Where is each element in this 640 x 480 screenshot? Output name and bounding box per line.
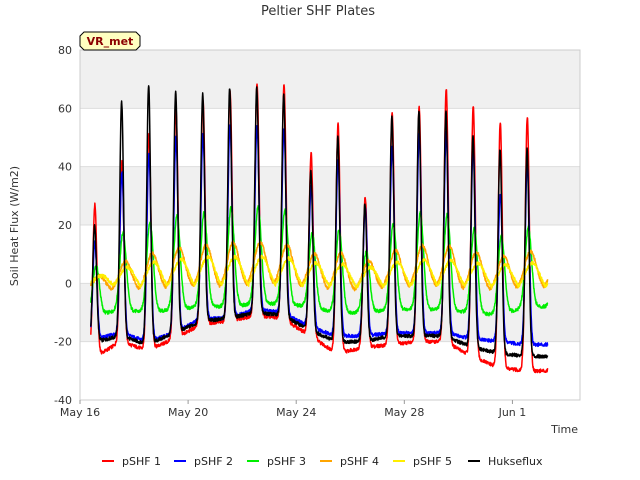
grid-band bbox=[80, 50, 580, 109]
vr-met-badge: VR_met bbox=[79, 31, 141, 51]
x-axis-label: Time bbox=[550, 423, 578, 436]
legend-label: pSHF 3 bbox=[267, 455, 306, 468]
x-tick-label: Jun 1 bbox=[498, 406, 527, 419]
y-tick-label: 80 bbox=[58, 44, 72, 57]
y-tick-label: 60 bbox=[58, 102, 72, 115]
y-axis-label: Soil Heat Flux (W/m2) bbox=[8, 166, 21, 286]
y-tick-label: -40 bbox=[54, 394, 72, 407]
legend: pSHF 1 pSHF 2 pSHF 3 pSHF 4 pSHF 5 Hukseflux bbox=[102, 455, 543, 468]
x-tick-label: May 28 bbox=[384, 406, 424, 419]
series-lines bbox=[90, 83, 549, 374]
plot-border bbox=[79, 49, 581, 401]
y-tick-label: 20 bbox=[58, 219, 72, 232]
chart-title: Peltier SHF Plates bbox=[261, 4, 375, 19]
badge-label: VR_met bbox=[87, 35, 134, 48]
legend-label: pSHF 4 bbox=[340, 455, 379, 468]
x-tick-label: May 24 bbox=[276, 406, 316, 419]
x-axis-ticks: May 16 May 20 May 24 May 28 Jun 1 bbox=[60, 400, 526, 419]
legend-label: Hukseflux bbox=[488, 455, 543, 468]
grid-band bbox=[80, 166, 580, 225]
legend-label: pSHF 2 bbox=[194, 455, 233, 468]
legend-label: pSHF 5 bbox=[413, 455, 452, 468]
series-line-pshf-5 bbox=[90, 254, 549, 289]
y-tick-label: -20 bbox=[54, 336, 72, 349]
y-axis-ticks: -40 -20 0 20 40 60 80 bbox=[54, 44, 72, 407]
x-tick-label: May 20 bbox=[168, 406, 208, 419]
series-line-hukseflux bbox=[90, 85, 549, 359]
x-tick-label: May 16 bbox=[60, 406, 100, 419]
y-tick-label: 40 bbox=[58, 161, 72, 174]
legend-label: pSHF 1 bbox=[122, 455, 161, 468]
y-tick-label: 0 bbox=[65, 277, 72, 290]
series-line-pshf-3 bbox=[90, 205, 549, 317]
